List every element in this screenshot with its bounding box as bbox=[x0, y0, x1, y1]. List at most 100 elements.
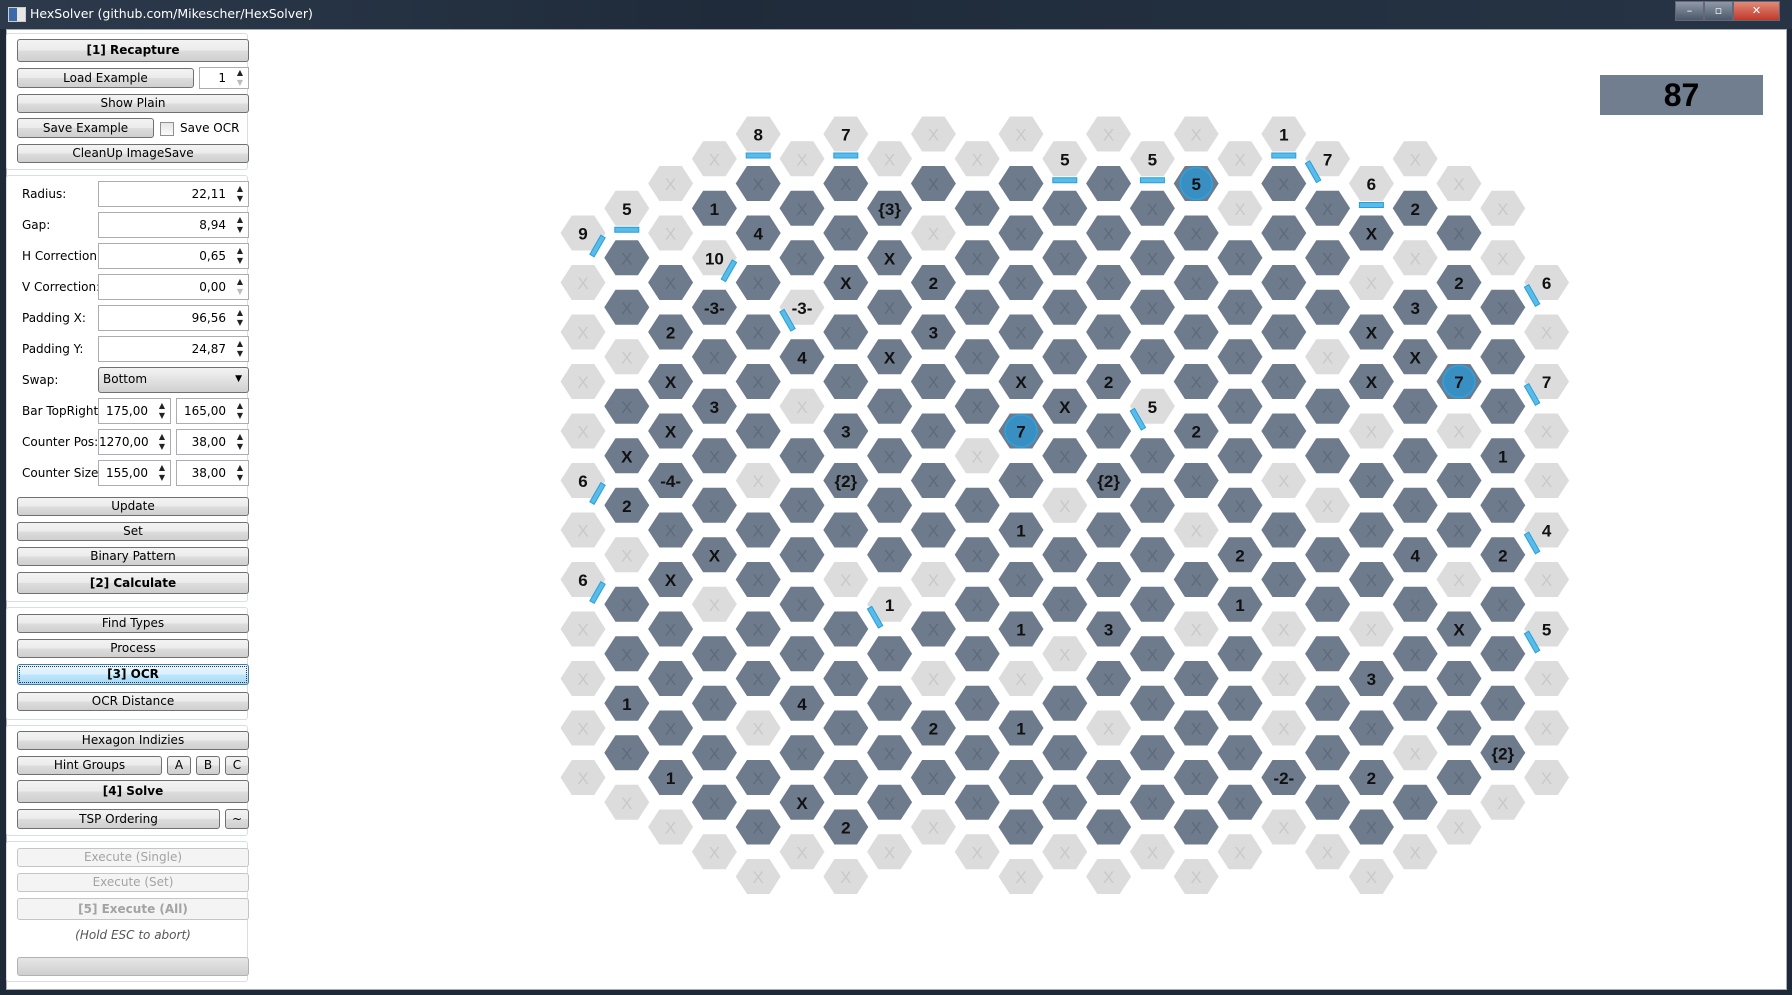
example-index-stepper[interactable]: 1 ▲ ▼ bbox=[199, 67, 249, 89]
hex-cell[interactable]: X bbox=[1524, 562, 1570, 597]
hex-cell[interactable]: X bbox=[560, 314, 606, 350]
hex-cell[interactable]: 2 bbox=[1436, 265, 1482, 300]
hex-cell[interactable]: X bbox=[604, 388, 650, 424]
hex-cell[interactable]: 4 bbox=[779, 339, 825, 375]
hex-cell[interactable]: X bbox=[1436, 463, 1482, 498]
spin-down-icon[interactable]: ▼ bbox=[236, 287, 244, 296]
hex-cell[interactable]: X bbox=[779, 438, 825, 474]
hex-cell[interactable]: X bbox=[1042, 388, 1088, 424]
spin-up-icon[interactable]: ▲ bbox=[236, 339, 244, 348]
hex-cell[interactable]: X bbox=[735, 661, 781, 696]
hex-cell[interactable]: X bbox=[1129, 735, 1175, 771]
hex-cell[interactable]: X bbox=[954, 636, 1000, 672]
hex-cell[interactable]: X bbox=[779, 537, 825, 573]
hex-cell[interactable]: X bbox=[1524, 661, 1570, 696]
hex-cell[interactable]: X bbox=[1305, 834, 1351, 870]
hex-cell[interactable]: X bbox=[1305, 487, 1351, 523]
hex-cell[interactable]: X bbox=[867, 685, 913, 721]
hex-cell[interactable]: X bbox=[910, 661, 956, 696]
hex-cell[interactable]: X bbox=[867, 339, 913, 375]
hex-cell[interactable]: X bbox=[1392, 388, 1438, 424]
hex-cell[interactable]: X bbox=[823, 166, 869, 201]
spin-up-icon[interactable]: ▲ bbox=[236, 463, 244, 472]
hex-cell[interactable]: X bbox=[648, 710, 694, 746]
hex-cell[interactable]: X bbox=[1524, 314, 1570, 350]
hex-cell[interactable]: X bbox=[1524, 413, 1570, 449]
hex-cell[interactable]: X bbox=[1261, 413, 1307, 449]
hex-cell[interactable]: 2 bbox=[1392, 190, 1438, 226]
hex-cell[interactable]: X bbox=[1129, 636, 1175, 672]
spin-up-icon[interactable]: ▲ bbox=[236, 184, 244, 193]
hex-cell[interactable]: X bbox=[1392, 487, 1438, 523]
hex-cell[interactable]: X bbox=[1217, 339, 1263, 375]
hex-cell[interactable]: X bbox=[1261, 661, 1307, 696]
hex-cell[interactable]: X bbox=[1086, 314, 1132, 350]
hex-cell[interactable]: X bbox=[823, 562, 869, 597]
spin-down-icon[interactable]: ▼ bbox=[158, 442, 166, 451]
hex-cell[interactable]: X bbox=[1348, 364, 1394, 399]
spin-down-icon[interactable]: ▼ bbox=[236, 225, 244, 234]
hex-cell[interactable]: 5 bbox=[1173, 166, 1219, 201]
hex-cell[interactable]: X bbox=[1348, 265, 1394, 300]
hex-cell[interactable]: X bbox=[1524, 463, 1570, 498]
hex-cell[interactable]: X bbox=[1261, 364, 1307, 399]
bar-topright-y-input[interactable]: 165,00 ▲ ▼ bbox=[176, 398, 249, 424]
hex-cell[interactable]: X bbox=[1086, 215, 1132, 251]
hex-cell[interactable]: X bbox=[1392, 636, 1438, 672]
hex-cell[interactable]: X bbox=[954, 586, 1000, 622]
hex-cell[interactable]: X bbox=[1480, 339, 1526, 375]
hex-cell[interactable]: X bbox=[867, 487, 913, 523]
execute-single-button[interactable]: Execute (Single) bbox=[17, 848, 249, 867]
hex-cell[interactable]: X bbox=[1436, 661, 1482, 696]
hex-cell[interactable]: X bbox=[604, 636, 650, 672]
hex-cell[interactable]: X bbox=[1086, 710, 1132, 746]
hex-cell[interactable]: X bbox=[779, 586, 825, 622]
hex-cell[interactable]: 1 bbox=[998, 512, 1044, 548]
padding-y-input[interactable]: 24,87 ▲ ▼ bbox=[98, 336, 249, 362]
hint-group-b-button[interactable]: B bbox=[196, 756, 220, 775]
hex-cell[interactable]: X bbox=[1261, 611, 1307, 647]
show-plain-button[interactable]: Show Plain bbox=[17, 94, 249, 113]
spin-up-icon[interactable]: ▲ bbox=[236, 401, 244, 410]
hex-cell[interactable]: X bbox=[779, 784, 825, 820]
hex-cell[interactable]: X bbox=[1129, 190, 1175, 226]
hex-cell[interactable]: X bbox=[1436, 512, 1482, 548]
hex-cell[interactable]: X bbox=[1348, 562, 1394, 597]
hex-cell[interactable]: X bbox=[1348, 611, 1394, 647]
hex-cell[interactable]: X bbox=[1436, 215, 1482, 251]
hex-cell[interactable]: X bbox=[867, 537, 913, 573]
hex-cell[interactable]: X bbox=[910, 760, 956, 795]
spin-up-icon[interactable]: ▲ bbox=[236, 308, 244, 317]
hex-cell[interactable]: 5 bbox=[1042, 141, 1088, 184]
hex-cell[interactable]: 1 bbox=[866, 586, 913, 629]
hex-cell[interactable]: X bbox=[998, 760, 1044, 795]
hex-cell[interactable]: X bbox=[1348, 859, 1394, 894]
hex-cell[interactable]: X bbox=[779, 141, 825, 177]
hex-cell[interactable]: X bbox=[1042, 438, 1088, 474]
hex-cell[interactable]: X bbox=[1305, 636, 1351, 672]
hex-cell[interactable]: X bbox=[1524, 710, 1570, 746]
hex-cell[interactable]: X bbox=[1480, 190, 1526, 226]
hex-cell[interactable]: X bbox=[691, 537, 737, 573]
hex-cell[interactable]: X bbox=[1086, 809, 1132, 845]
hex-cell[interactable]: 5 bbox=[1129, 388, 1175, 431]
hex-cell[interactable]: X bbox=[1348, 463, 1394, 498]
hex-cell[interactable]: X bbox=[1129, 784, 1175, 820]
hex-cell[interactable]: {2} bbox=[1480, 735, 1526, 771]
hex-cell[interactable]: X bbox=[648, 166, 694, 201]
hex-cell[interactable]: 4 bbox=[779, 685, 825, 721]
radius-input[interactable]: 22,11 ▲ ▼ bbox=[98, 181, 249, 207]
hex-cell[interactable]: X bbox=[604, 537, 650, 573]
hex-cell[interactable]: X bbox=[648, 661, 694, 696]
hex-cell[interactable]: X bbox=[998, 562, 1044, 597]
hex-cell[interactable]: X bbox=[604, 735, 650, 771]
hex-cell[interactable]: X bbox=[1261, 265, 1307, 300]
binary-pattern-button[interactable]: Binary Pattern bbox=[17, 547, 249, 566]
hex-cell[interactable]: {3} bbox=[867, 190, 913, 226]
hex-cell[interactable]: X bbox=[867, 240, 913, 276]
hex-cell[interactable]: X bbox=[1480, 289, 1526, 325]
hex-cell[interactable]: X bbox=[691, 438, 737, 474]
spin-down-icon[interactable]: ▼ bbox=[236, 318, 244, 327]
hex-cell[interactable]: X bbox=[691, 586, 737, 622]
hex-cell[interactable]: X bbox=[779, 636, 825, 672]
